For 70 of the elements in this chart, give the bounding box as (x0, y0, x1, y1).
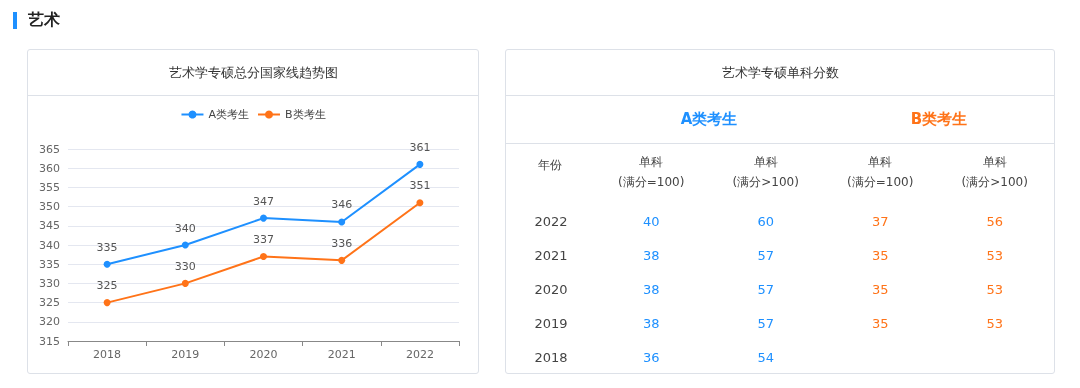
legend-label: A类考生 (208, 108, 249, 121)
text: 年份 (537, 157, 563, 174)
data-label: 53 (986, 315, 1004, 331)
y-tick-label: 340 (39, 238, 60, 252)
data-label: 330 (174, 259, 196, 273)
y-tick-label: 2019 (534, 315, 568, 331)
point (260, 214, 267, 222)
y-tick-label: 2022 (534, 213, 568, 229)
data-label: 60 (757, 213, 775, 229)
data-label: 340 (174, 221, 196, 235)
point (338, 218, 346, 226)
text: A类考生 (679, 109, 739, 130)
x-tick-label: 单科 (满分=100) (618, 155, 685, 189)
data-label: 36 (642, 349, 660, 365)
data-label: 40 (642, 213, 660, 229)
data-label: 56 (986, 213, 1004, 229)
point (416, 199, 424, 207)
text: B类考生 (909, 109, 969, 130)
data-label: 337 (253, 233, 274, 247)
point (103, 260, 111, 268)
chart-title: 艺术学专硕总分国家线趋势图 (28, 50, 478, 96)
data-label: 38 (642, 315, 660, 331)
point (338, 256, 346, 264)
x-tick-label: 2020 (249, 348, 278, 361)
data-label: 336 (331, 236, 353, 250)
x-tick-label: 2021 (327, 348, 356, 361)
legend-label: B类考生 (284, 108, 326, 121)
point (103, 299, 111, 307)
y-tick-label: 320 (39, 315, 60, 329)
data-label: 57 (757, 315, 775, 331)
data-label: 35 (871, 247, 889, 263)
data-label: 335 (96, 240, 118, 254)
data-label: 38 (642, 247, 660, 263)
x-tick-label: 单科 (满分>100) (961, 155, 1028, 189)
data-label: 54 (757, 349, 775, 365)
y-tick-label: 350 (39, 200, 60, 214)
data-label: 346 (331, 198, 353, 212)
y-tick-label: 330 (39, 276, 60, 290)
data-label: 361 (409, 140, 431, 154)
text: 艺术 (28, 10, 60, 31)
data-label: 347 (253, 194, 274, 208)
data-label: 37 (871, 213, 889, 229)
data-label: 53 (986, 247, 1004, 263)
point (260, 253, 267, 261)
y-tick-label: 360 (39, 161, 60, 175)
data-label: 53 (986, 281, 1004, 297)
y-tick-label: 355 (39, 180, 60, 194)
data-label: 351 (409, 179, 431, 193)
x-tick-label: 2018 (93, 348, 122, 361)
x-tick-label: 2019 (171, 348, 200, 361)
x-tick-label: 单科 (满分=100) (847, 155, 914, 189)
x-tick-label: 单科 (满分>100) (732, 155, 799, 189)
data-label: 325 (96, 279, 118, 293)
y-tick-label: 2021 (534, 247, 568, 263)
y-tick-label: 365 (39, 142, 60, 156)
data-label: 38 (642, 281, 660, 297)
data-label: 35 (871, 281, 889, 297)
y-tick-label: 315 (39, 334, 60, 348)
data-label: 57 (757, 281, 775, 297)
y-tick-label: 2020 (534, 281, 568, 297)
point (416, 160, 424, 168)
chart-title: 艺术学专硕单科分数 (506, 50, 1054, 96)
data-label: 57 (757, 247, 775, 263)
x-tick-label: 2022 (405, 348, 434, 361)
y-tick-label: 335 (39, 257, 60, 271)
y-tick-label: 325 (39, 296, 60, 310)
point (181, 241, 189, 249)
point (181, 279, 189, 287)
y-tick-label: 345 (39, 219, 60, 233)
data-label: 35 (871, 315, 889, 331)
